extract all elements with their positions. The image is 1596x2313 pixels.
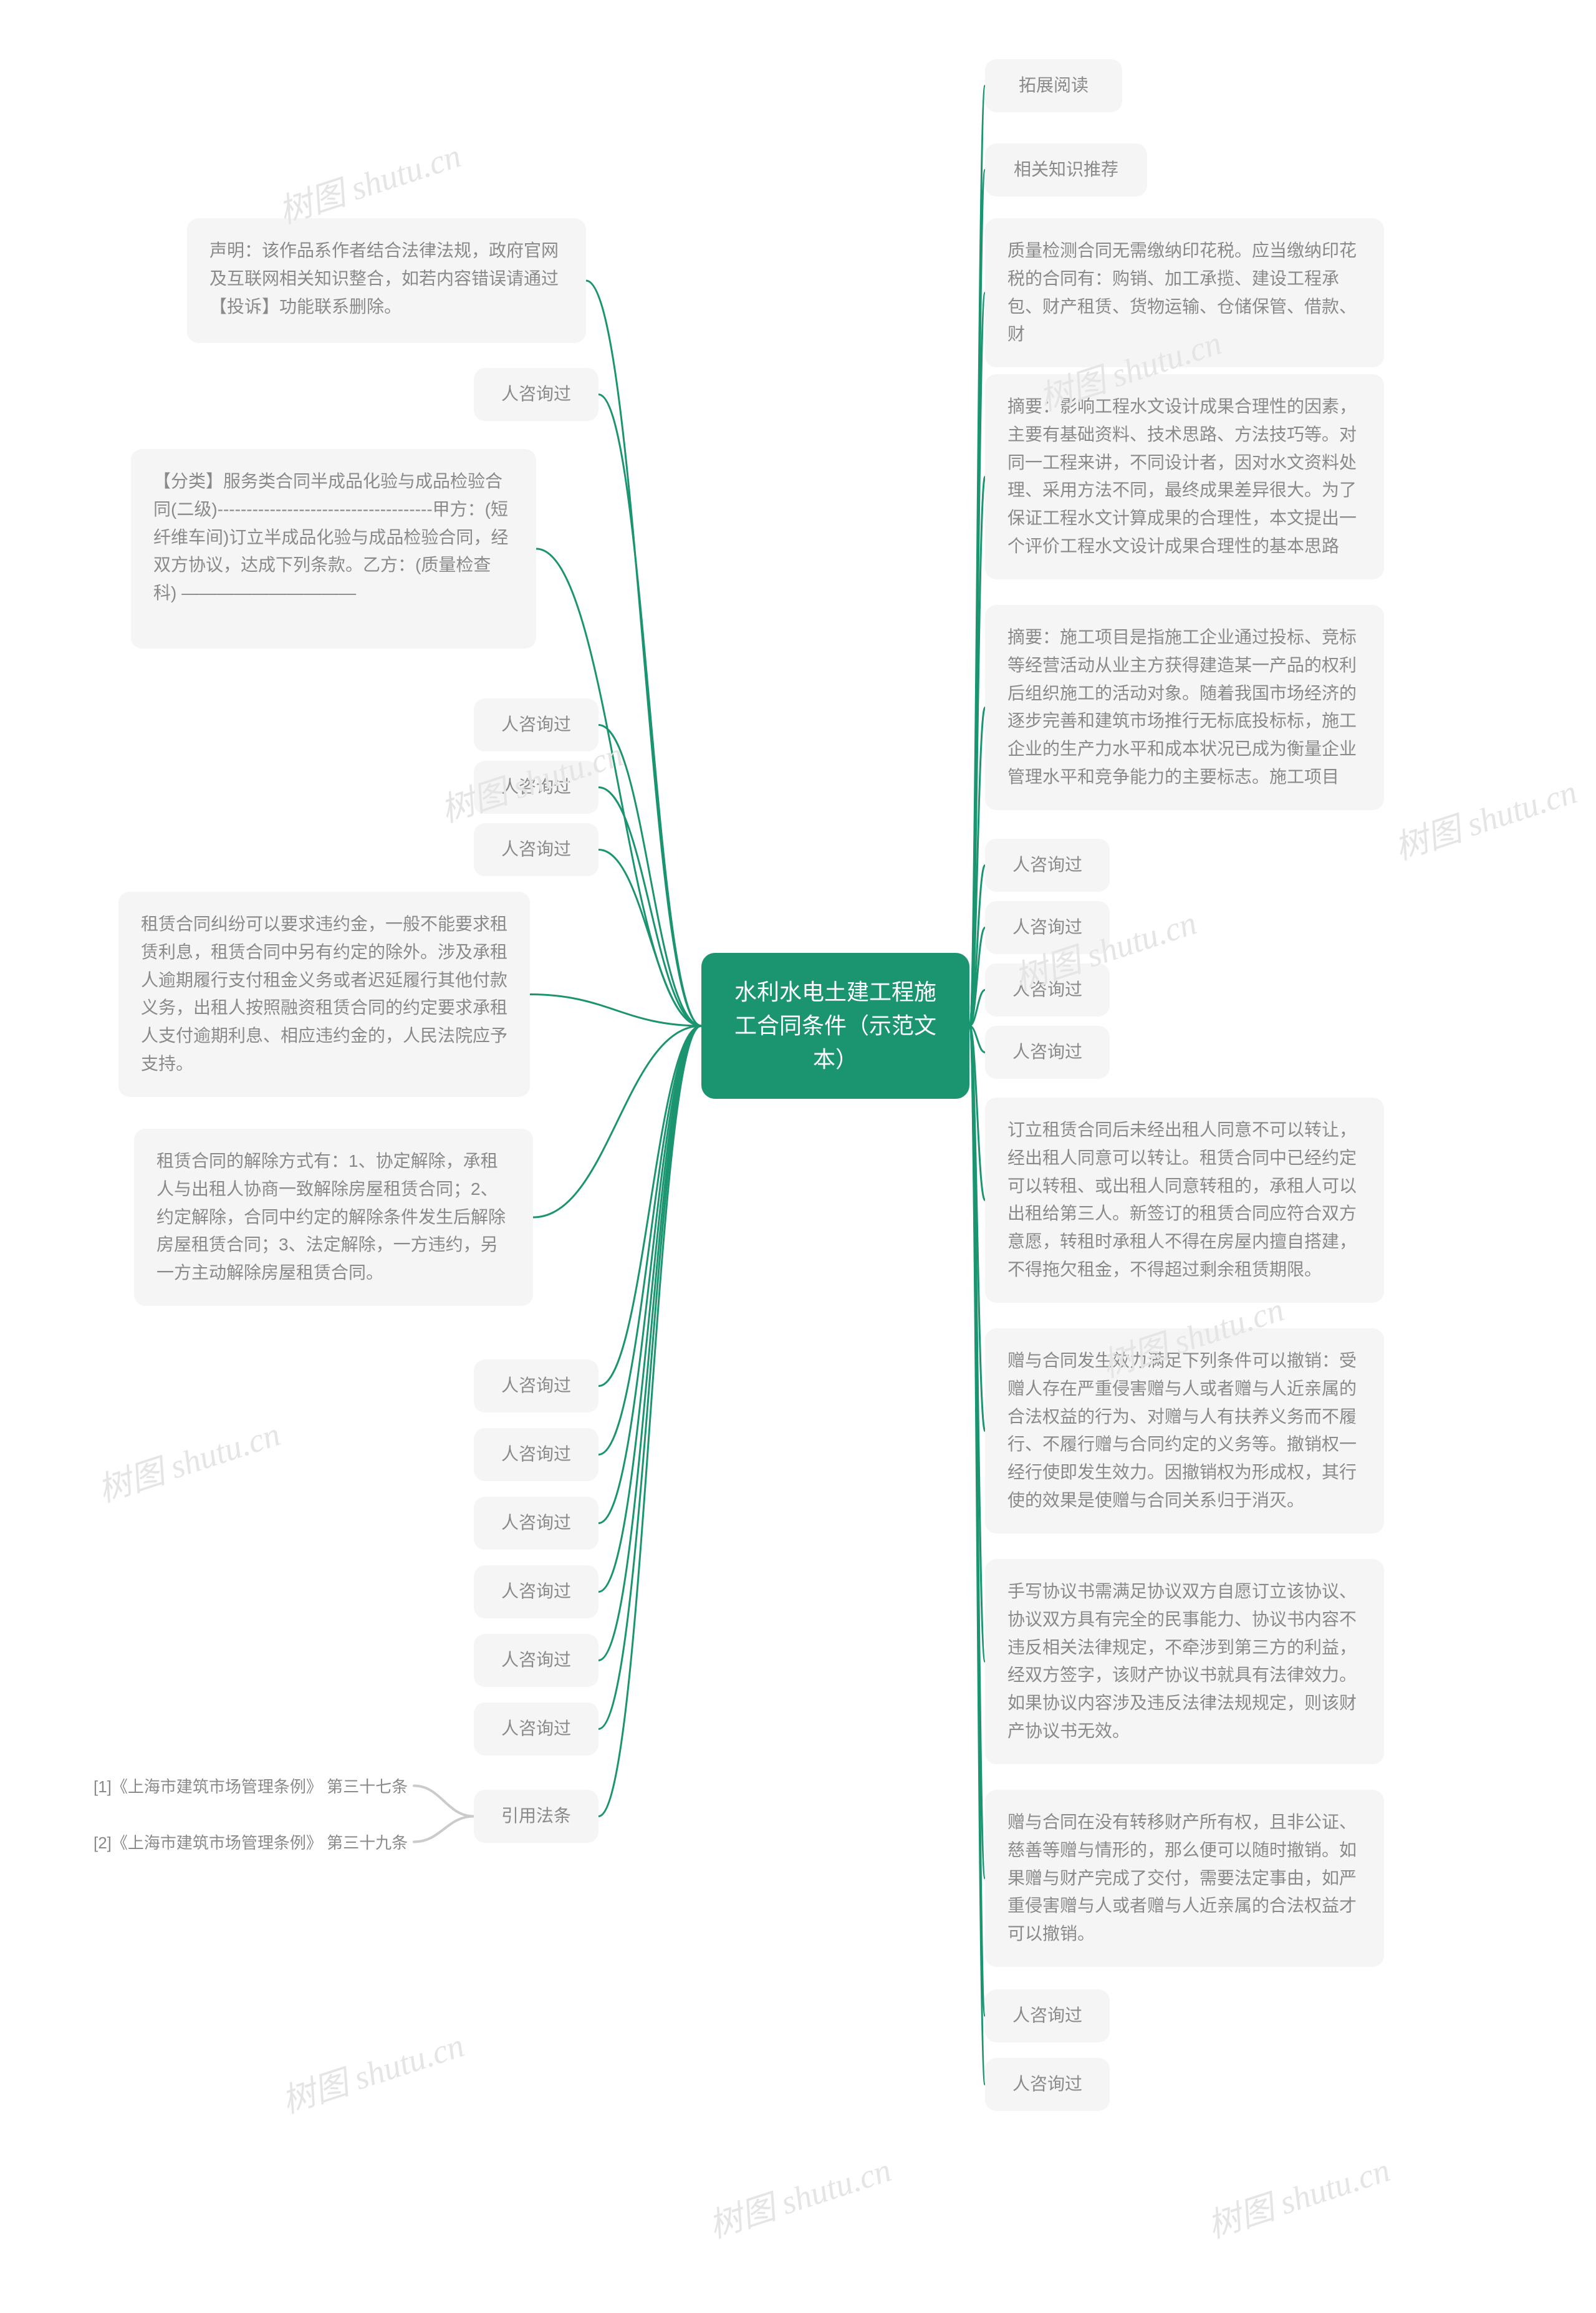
- node-r-cons5: 人咨询过: [985, 1989, 1110, 2042]
- node-l-cons8: 人咨询过: [474, 1565, 598, 1618]
- watermark-7: 树图 shutu.cn: [274, 2017, 469, 2123]
- node-r6: 订立租赁合同后未经出租人同意不可以转让，经出租人同意可以转让。租赁合同中已经约定…: [985, 1098, 1384, 1303]
- node-l-cons7: 人咨询过: [474, 1497, 598, 1550]
- citation-c2: [2]《上海市建筑市场管理条例》 第三十九条: [94, 1830, 408, 1853]
- watermark-8: 树图 shutu.cn: [701, 2142, 897, 2248]
- node-l-cons9: 人咨询过: [474, 1634, 598, 1687]
- node-r-cons6: 人咨询过: [985, 2058, 1110, 2111]
- node-r7: 赠与合同发生效力满足下列条件可以撤销：受赠人存在严重侵害赠与人或者赠与人近亲属的…: [985, 1328, 1384, 1533]
- node-l4: 租赁合同的解除方式有：1、协定解除，承租人与出租人协商一致解除房屋租赁合同；2、…: [134, 1129, 533, 1306]
- node-l-cite: 引用法条: [474, 1790, 598, 1843]
- node-center: 水利水电土建工程施工合同条件（示范文本）: [701, 953, 969, 1099]
- watermark-3: 树图 shutu.cn: [1387, 764, 1582, 869]
- node-r-cons4: 人咨询过: [985, 1026, 1110, 1079]
- node-l2: 【分类】服务类合同半成品化验与成品检验合同(二级)---------------…: [131, 449, 536, 649]
- node-r-cons1: 人咨询过: [985, 839, 1110, 892]
- node-l-cons6: 人咨询过: [474, 1428, 598, 1481]
- node-r8: 手写协议书需满足协议双方自愿订立该协议、协议双方具有完全的民事能力、协议书内容不…: [985, 1559, 1384, 1764]
- node-r-cons3: 人咨询过: [985, 963, 1110, 1016]
- node-r1: 拓展阅读: [985, 59, 1122, 112]
- node-r5: 摘要：施工项目是指施工企业通过投标、竞标等经营活动从业主方获得建造某一产品的权利…: [985, 605, 1384, 810]
- mindmap-canvas: 水利水电土建工程施工合同条件（示范文本） 声明：该作品系作者结合法律法规，政府官网…: [0, 0, 1596, 2313]
- node-l-cons1: 人咨询过: [474, 368, 598, 421]
- watermark-5: 树图 shutu.cn: [90, 1406, 286, 1512]
- citation-c1: [1]《上海市建筑市场管理条例》 第三十七条: [94, 1774, 408, 1797]
- watermark-9: 树图 shutu.cn: [1200, 2142, 1395, 2248]
- node-l-cons3: 人咨询过: [474, 761, 598, 814]
- node-l-cons4: 人咨询过: [474, 823, 598, 876]
- node-l-cons10: 人咨询过: [474, 1702, 598, 1755]
- node-l-cons2: 人咨询过: [474, 698, 598, 751]
- watermark-0: 树图 shutu.cn: [271, 128, 466, 233]
- node-r9: 赠与合同在没有转移财产所有权，且非公证、慈善等赠与情形的，那么便可以随时撤销。如…: [985, 1790, 1384, 1967]
- node-l-cons5: 人咨询过: [474, 1359, 598, 1412]
- node-r2: 相关知识推荐: [985, 143, 1147, 196]
- node-r4: 摘要：影响工程水文设计成果合理性的因素，主要有基础资料、技术思路、方法技巧等。对…: [985, 374, 1384, 579]
- node-r3: 质量检测合同无需缴纳印花税。应当缴纳印花税的合同有：购销、加工承揽、建设工程承包…: [985, 218, 1384, 367]
- node-l3: 租赁合同纠纷可以要求违约金，一般不能要求租赁利息，租赁合同中另有约定的除外。涉及…: [118, 892, 530, 1097]
- node-r-cons2: 人咨询过: [985, 901, 1110, 954]
- node-l1: 声明：该作品系作者结合法律法规，政府官网及互联网相关知识整合，如若内容错误请通过…: [187, 218, 586, 343]
